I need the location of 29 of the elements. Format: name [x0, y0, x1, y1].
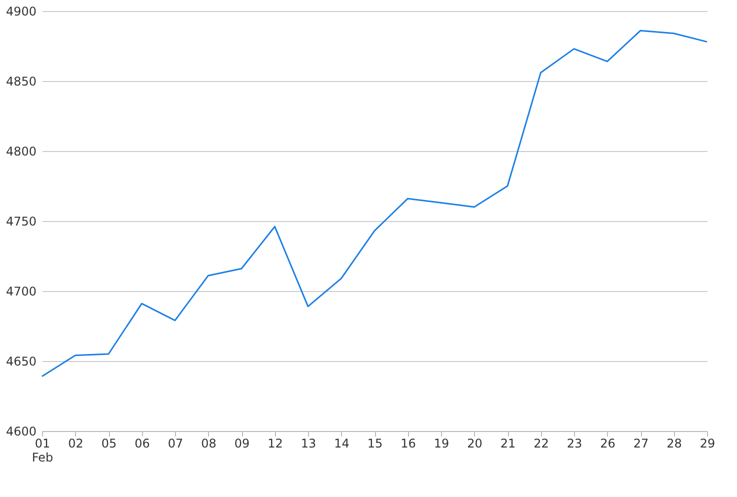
x-tick-label: 23 [566, 436, 582, 450]
y-tick-label: 4600 [6, 424, 36, 438]
y-tick-label: 4650 [6, 354, 36, 368]
x-tick-label: 09 [234, 436, 250, 450]
x-tick-label: 27 [633, 436, 649, 450]
x-tick-label: 28 [666, 436, 682, 450]
x-tick-label: 22 [534, 436, 549, 450]
x-tick-label: 06 [134, 436, 150, 450]
x-tick-label: 08 [201, 436, 216, 450]
y-tick-label: 4700 [6, 284, 36, 298]
x-tick-label: 12 [268, 436, 283, 450]
y-tick-label: 4750 [6, 214, 36, 228]
x-tick-label: 14 [334, 436, 350, 450]
x-tick-label: 16 [400, 436, 416, 450]
x-tick-label: 07 [168, 436, 184, 450]
x-tick-label: 29 [700, 436, 716, 450]
y-tick-label: 4850 [6, 74, 36, 88]
x-tick-label: 26 [600, 436, 616, 450]
y-tick-label: 4900 [6, 4, 36, 18]
x-tick-label: 01 Feb [32, 436, 54, 464]
x-tick-label: 20 [467, 436, 482, 450]
x-tick-label: 13 [300, 436, 316, 450]
x-tick-label: 19 [434, 436, 450, 450]
x-tick-label: 05 [101, 436, 117, 450]
y-tick-label: 4800 [6, 144, 36, 158]
line-series [41, 30, 708, 378]
x-tick-label: 15 [367, 436, 383, 450]
x-tick-label: 21 [500, 436, 516, 450]
x-tick-label: 02 [68, 436, 84, 450]
